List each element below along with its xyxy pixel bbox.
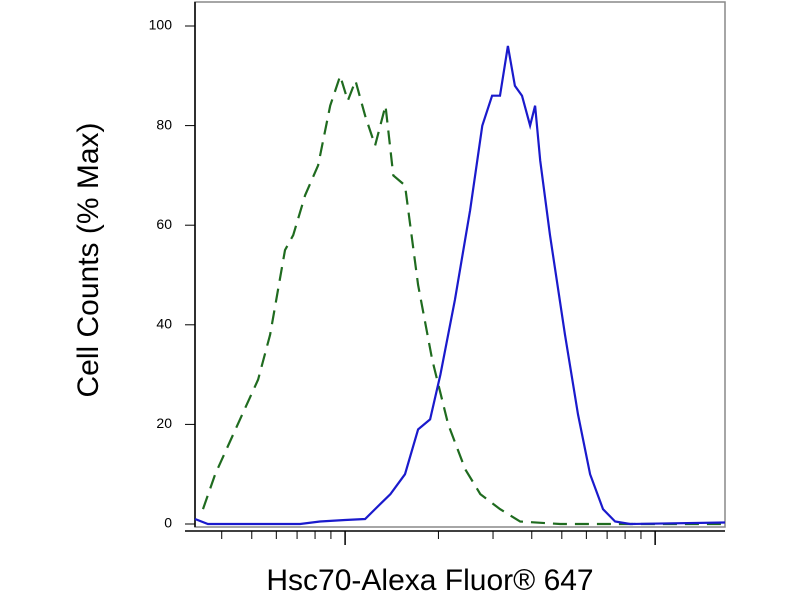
y-tick-label: 0 xyxy=(164,515,172,531)
y-tick-label: 80 xyxy=(156,116,172,132)
y-tick-label: 40 xyxy=(156,316,172,332)
histogram-line xyxy=(194,45,726,526)
y-tick-label: 100 xyxy=(149,17,173,33)
histogram-line xyxy=(201,72,725,526)
y-tick-label: 60 xyxy=(156,216,172,232)
y-tick-label: 20 xyxy=(156,415,172,431)
y-axis-title: Cell Counts (% Max) xyxy=(72,122,105,397)
x-axis-title: Hsc70-Alexa Fluor® 647 xyxy=(266,564,593,597)
